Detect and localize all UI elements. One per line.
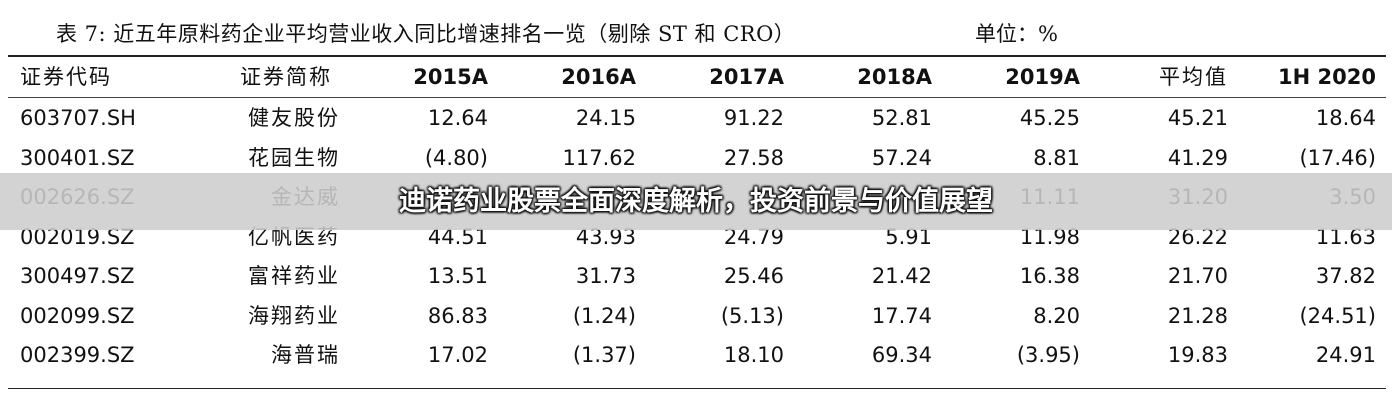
cell-2019a: (3.95) [1016, 343, 1080, 367]
cell-2016a: 31.73 [575, 264, 636, 288]
cell-2017a: 25.46 [723, 264, 784, 288]
header-2017a: 2017A [709, 65, 784, 89]
header-average: 平均值 [1159, 65, 1228, 89]
cell-2018a: 69.34 [871, 343, 932, 367]
header-2018a: 2018A [857, 65, 932, 89]
cell-average: 21.70 [1167, 264, 1228, 288]
cell-1h2020: 37.82 [1315, 264, 1376, 288]
cell-2019a: 8.81 [1033, 145, 1080, 170]
header-2016a: 2016A [561, 65, 636, 89]
cell-average: 19.83 [1167, 343, 1228, 367]
table-row: 603707.SH 健友股份 12.64 24.15 91.22 52.81 45.25 45… [0, 98, 1392, 138]
cell-1h2020: 18.64 [1315, 106, 1376, 130]
table-top-rule [8, 55, 1386, 57]
banner-headline: 迪诺药业股票全面深度解析，投资前景与价值展望 [399, 186, 993, 217]
cell-average: 21.28 [1167, 303, 1228, 328]
cell-security-code: 300497.SZ [20, 264, 135, 288]
cell-security-code: 603707.SH [20, 106, 136, 130]
cell-2015a: (4.80) [424, 145, 488, 170]
cell-2019a: 8.20 [1033, 303, 1080, 328]
table-row: 002099.SZ 海翔药业 86.83 (1.24) (5.13) 17.74 8.20 2… [0, 296, 1392, 336]
cell-security-name: 健友股份 [248, 106, 340, 130]
cell-2018a: 17.74 [871, 303, 932, 328]
cell-2017a: 91.22 [723, 106, 784, 130]
header-2019a: 2019A [1005, 65, 1080, 89]
cell-2018a: 52.81 [871, 106, 932, 130]
table-row: 300497.SZ 富祥药业 13.51 31.73 25.46 21.42 16.38 21… [0, 256, 1392, 296]
cell-2018a: 21.42 [871, 264, 932, 288]
table-header-row: 证券代码 证券简称 2015A 2016A 2017A 2018A 2019A … [0, 57, 1392, 97]
table-caption-row: 表 7: 近五年原料药企业平均营业收入同比增速排名一览（剔除 ST 和 CRO）… [0, 18, 1392, 50]
cell-2016a: (1.24) [572, 303, 636, 328]
table-bottom-rule [8, 388, 1386, 389]
overlay-banner: 迪诺药业股票全面深度解析，投资前景与价值展望 [0, 173, 1392, 230]
cell-security-code: 002099.SZ [20, 303, 135, 328]
cell-2016a: 24.15 [575, 106, 636, 130]
cell-2019a: 16.38 [1019, 264, 1080, 288]
cell-average: 45.21 [1167, 106, 1228, 130]
cell-2016a: (1.37) [572, 343, 636, 367]
cell-security-name: 海普瑞 [271, 343, 340, 367]
table-title: 表 7: 近五年原料药企业平均营业收入同比增速排名一览（剔除 ST 和 CRO） [56, 22, 796, 46]
cell-2017a: 27.58 [723, 145, 784, 170]
cell-2015a: 13.51 [427, 264, 488, 288]
cell-security-name: 花园生物 [248, 145, 340, 170]
cell-2015a: 17.02 [427, 343, 488, 367]
header-security-code: 证券代码 [20, 65, 112, 89]
header-security-name: 证券简称 [240, 65, 332, 89]
table-row: 002399.SZ 海普瑞 17.02 (1.37) 18.10 69.34 (3.95) 1… [0, 335, 1392, 375]
cell-1h2020: 24.91 [1315, 343, 1376, 367]
cell-security-code: 300401.SZ [20, 145, 135, 170]
cell-1h2020: (24.51) [1299, 303, 1376, 328]
cell-2016a: 117.62 [562, 145, 636, 170]
cell-2017a: (5.13) [720, 303, 784, 328]
unit-label: 单位：% [975, 22, 1058, 46]
cell-2015a: 12.64 [427, 106, 488, 130]
cell-2019a: 45.25 [1019, 106, 1080, 130]
cell-security-name: 富祥药业 [248, 264, 340, 288]
cell-average: 41.29 [1167, 145, 1228, 170]
table-row: 300401.SZ 花园生物 (4.80) 117.62 27.58 57.24 8.81 4… [0, 138, 1392, 178]
cell-security-code: 002399.SZ [20, 343, 135, 367]
cell-2018a: 57.24 [871, 145, 932, 170]
header-1h2020: 1H 2020 [1278, 65, 1376, 89]
table-header-rule [8, 97, 1386, 98]
cell-1h2020: (17.46) [1299, 145, 1376, 170]
cell-security-name: 海翔药业 [248, 303, 340, 328]
cell-2015a: 86.83 [427, 303, 488, 328]
cell-2017a: 18.10 [723, 343, 784, 367]
header-2015a: 2015A [413, 65, 488, 89]
